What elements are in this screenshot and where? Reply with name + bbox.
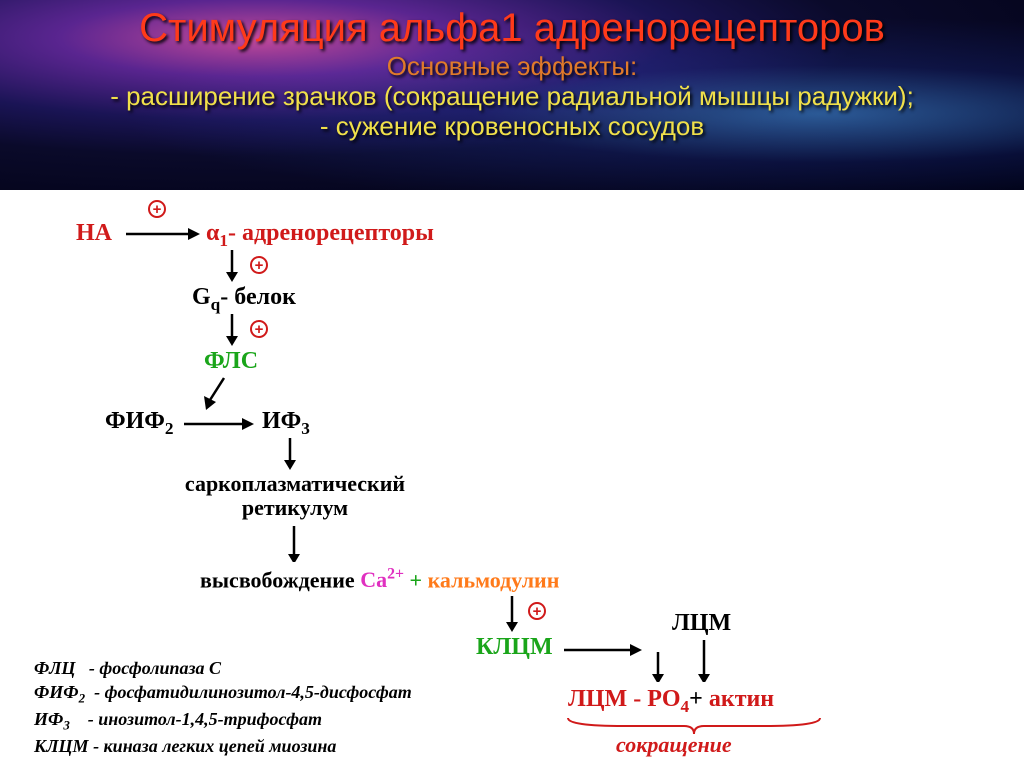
a1-sub: 1 [219,231,228,250]
effect2-text: - сужение кровеносных сосудов [320,111,704,141]
plus-gq-fls: + [250,320,268,338]
gq-prefix: G [192,284,211,310]
l2v: - фосфатидилинозитол-4,5-дисфосфат [94,682,412,702]
fl-lcmpo4-p: ЛЦМ - PO [568,686,681,712]
ca-w: Ca [360,567,387,592]
fl-lcmpo4-s: 4 [681,697,690,716]
gq-suffix: - белок [220,284,296,310]
fif-sub: 2 [165,419,174,438]
slide-title: Стимуляция альфа1 адренорецепторов [20,6,1004,50]
l4k: КЛЦМ [34,736,89,756]
plus-w: + [410,567,423,592]
l2kp: ФИФ [34,682,79,702]
fl-actin: актин [709,686,774,712]
l1k: ФЛЦ [34,658,75,678]
legend-row-3: ИФ3 - инозитол-1,4,5-трифосфат [34,707,412,734]
l3kp: ИФ [34,709,63,729]
contraction-text: сокращение [616,732,732,757]
lcm-text: ЛЦМ [672,610,731,636]
node-final-line: ЛЦМ - PO4+ актин [568,686,774,717]
arrow-cacal-klcm [500,594,524,634]
sarco1: саркоплазматический [185,471,405,496]
node-a1-receptor: α1- адренорецепторы [206,220,434,251]
fl-plus: + [689,686,709,712]
node-gq: Gq- белок [192,284,296,315]
fl-lcmpo4: ЛЦМ - PO4 [568,686,689,712]
node-fls: ФЛС [204,348,258,375]
plus-na-a1: + [148,200,166,218]
effect-line-2: - сужение кровеносных сосудов [20,112,1004,142]
node-if3: ИФ3 [262,408,310,439]
l3ks: 3 [63,718,69,733]
legend-row-4: КЛЦМ - киназа легких цепей миозина [34,734,412,758]
klcm-text: КЛЦМ [476,634,553,660]
arrow-klcm-down [646,650,670,686]
fif-prefix: ФИФ [105,408,165,434]
subtitle-text: Основные эффекты: [387,51,638,81]
legend-block: ФЛЦ - фосфолипаза С ФИФ2 - фосфатидилино… [34,656,412,759]
arrow-fif-if [180,412,258,436]
node-na: НА [76,220,112,247]
node-klcm: КЛЦМ [476,634,553,661]
l4v: - киназа легких цепей миозина [93,736,336,756]
arrow-a1-gq [220,248,244,284]
legend-row-1: ФЛЦ - фосфолипаза С [34,656,412,680]
l2ks: 2 [79,691,85,706]
arrow-klcm-right [560,638,646,662]
arrow-sarco-release [282,524,306,566]
plus-a1-gq: + [250,256,268,274]
fls-text: ФЛС [204,348,258,374]
node-fif2: ФИФ2 [105,408,174,439]
l1v: - фосфолипаза С [89,658,221,678]
a1-prefix: α [206,220,219,246]
slide-header: Стимуляция альфа1 адренорецепторов Основ… [0,0,1024,190]
l3v: - инозитол-1,4,5-трифосфат [88,709,322,729]
title-text: Стимуляция альфа1 адренорецепторов [139,6,885,50]
node-lcm: ЛЦМ [672,610,731,637]
release-w: высвобождение [200,567,355,592]
na-text: НА [76,220,112,246]
gq-sub: q [211,295,221,314]
plus-cacal-klcm: + [528,602,546,620]
if-prefix: ИФ [262,408,301,434]
sarco2: ретикулум [242,495,348,520]
effect-line-1: - расширение зрачков (сокращение радиаль… [20,82,1004,112]
arrow-na-a1 [122,222,202,246]
signaling-diagram: НА + α1- адренорецепторы + Gq- белок + Ф… [0,190,1024,768]
a1-suffix: - адренорецепторы [228,220,434,246]
legend-row-2: ФИФ2 - фосфатидилинозитол-4,5-дисфосфат [34,680,412,707]
if-sub: 3 [301,419,310,438]
node-sarco: саркоплазматический ретикулум [180,472,410,520]
slide-subtitle: Основные эффекты: [20,52,1004,82]
arrow-lcm-down [692,638,716,686]
node-contraction: сокращение [616,732,732,758]
ca-sup-w: 2+ [387,566,404,583]
arrow-fls-down [200,376,236,412]
node-release-clean: высвобождение Ca2+ + кальмодулин [200,566,559,593]
arrow-if-sarco [278,436,302,472]
effect1-text: - расширение зрачков (сокращение радиаль… [110,81,914,111]
calm-w: кальмодулин [428,567,560,592]
arrow-gq-fls [220,312,244,348]
